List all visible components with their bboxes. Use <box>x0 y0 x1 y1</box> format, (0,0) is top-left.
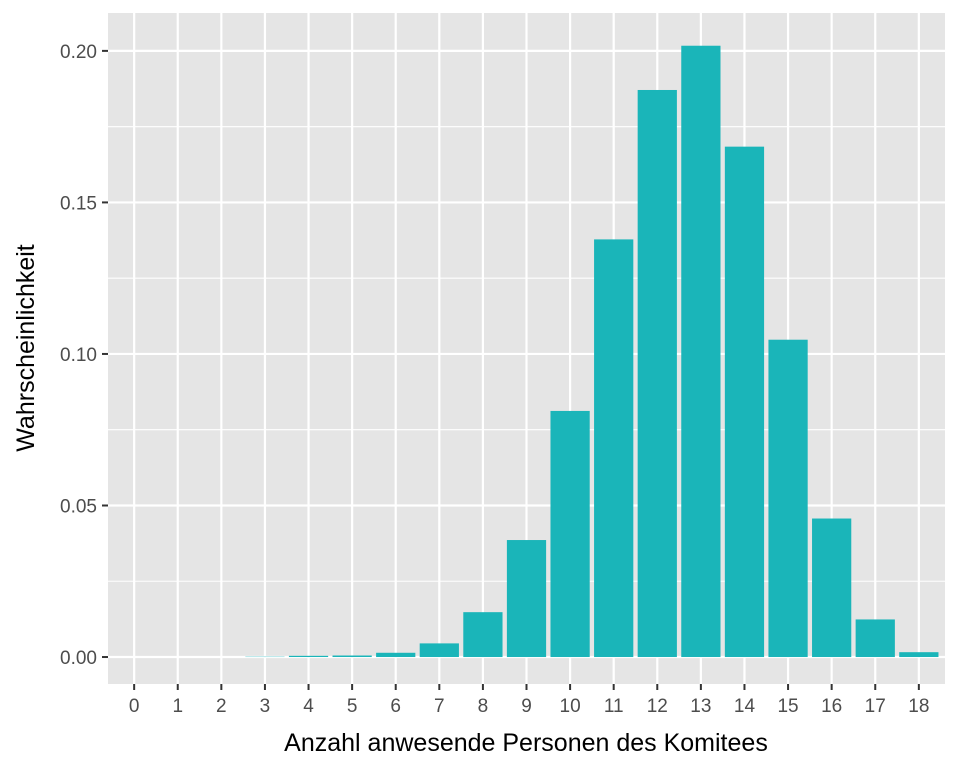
x-tick-label: 14 <box>734 696 756 717</box>
x-tick-label: 2 <box>216 696 227 717</box>
bar-11 <box>594 239 634 658</box>
bar-16 <box>812 518 852 658</box>
x-tick-label: 10 <box>560 696 581 717</box>
y-tick-label: 0.10 <box>60 345 97 366</box>
bar-6 <box>376 652 416 658</box>
bar-15 <box>768 339 808 658</box>
x-tick-label: 15 <box>777 696 798 717</box>
x-tick-label: 9 <box>521 696 532 717</box>
bar-5 <box>332 655 372 658</box>
x-tick-label: 8 <box>478 696 489 717</box>
bar-4 <box>288 655 329 658</box>
x-tick-label: 0 <box>129 696 140 717</box>
x-tick-label: 18 <box>908 696 929 717</box>
x-tick-label: 7 <box>434 696 445 717</box>
bar-7 <box>419 643 459 658</box>
x-tick-label: 1 <box>172 696 183 717</box>
x-tick-label: 12 <box>647 696 668 717</box>
y-tick-label: 0.00 <box>60 648 97 669</box>
x-tick-label: 11 <box>604 696 624 717</box>
x-tick-label: 5 <box>347 696 358 717</box>
x-tick-label: 17 <box>865 696 886 717</box>
x-tick-label: 4 <box>303 696 314 717</box>
bar-9 <box>506 540 547 658</box>
y-axis-title: Wahrscheinlichkeit <box>12 244 40 452</box>
bars <box>245 45 939 658</box>
y-axis: 0.00 0.05 0.10 0.15 0.20 <box>60 42 108 669</box>
bar-8 <box>463 612 503 658</box>
bar-14 <box>724 146 765 658</box>
y-tick-label: 0.05 <box>60 496 97 517</box>
x-tick-label: 16 <box>821 696 842 717</box>
x-axis: 0 1 2 3 4 5 6 7 8 9 10 11 12 13 14 15 16 17 18 <box>129 684 929 717</box>
bar-18 <box>899 652 939 658</box>
bar-12 <box>637 89 677 658</box>
bar-17 <box>855 619 895 658</box>
bar-13 <box>681 45 721 658</box>
y-tick-label: 0.15 <box>60 193 97 214</box>
x-tick-label: 3 <box>260 696 271 717</box>
y-tick-label: 0.20 <box>60 42 97 63</box>
x-axis-title: Anzahl anwesende Personen des Komitees <box>284 729 768 757</box>
bar-10 <box>550 410 590 658</box>
x-tick-label: 13 <box>690 696 711 717</box>
x-tick-label: 6 <box>390 696 401 717</box>
